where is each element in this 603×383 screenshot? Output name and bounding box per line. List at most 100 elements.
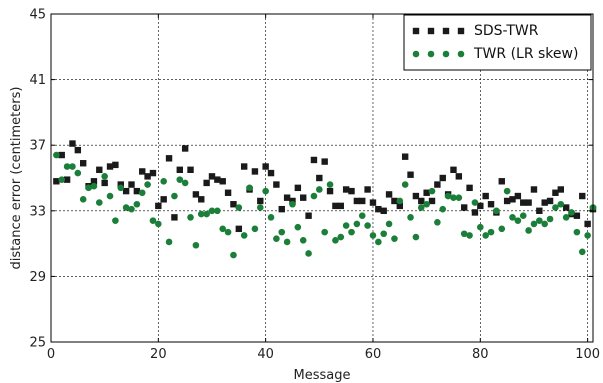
data-point — [96, 166, 103, 173]
data-point — [498, 225, 506, 233]
x-tick-label: 0 — [47, 347, 55, 362]
x-tick-label: 60 — [365, 347, 382, 362]
data-point — [498, 178, 505, 185]
data-point — [417, 204, 425, 211]
data-point — [450, 194, 457, 201]
data-point — [541, 220, 549, 228]
data-point — [74, 169, 82, 177]
data-point — [53, 151, 60, 159]
data-point — [557, 200, 565, 208]
data-point — [294, 184, 302, 192]
data-point — [278, 205, 285, 213]
data-point — [240, 163, 248, 170]
data-point — [450, 166, 457, 173]
data-point — [305, 250, 312, 257]
data-point — [525, 227, 532, 234]
data-point — [283, 194, 291, 201]
data-point — [418, 197, 425, 205]
data-point — [149, 217, 157, 224]
data-point — [149, 169, 157, 177]
series-sds-twr — [53, 140, 597, 233]
data-point — [310, 192, 318, 200]
data-point — [552, 204, 559, 211]
data-point — [520, 199, 527, 206]
data-point — [385, 220, 393, 228]
data-point — [262, 163, 269, 170]
data-point — [477, 223, 484, 231]
data-point — [85, 184, 92, 192]
data-point — [294, 223, 302, 231]
data-point — [364, 222, 371, 229]
data-point — [208, 207, 216, 215]
data-point — [106, 163, 114, 170]
data-point — [112, 217, 119, 224]
legend-marker — [412, 27, 420, 35]
data-point — [407, 214, 414, 221]
data-point — [584, 232, 591, 239]
data-point — [375, 238, 382, 246]
axis-ticks — [50, 13, 593, 343]
data-point — [192, 191, 200, 198]
data-point — [337, 202, 344, 210]
data-point — [133, 200, 141, 208]
data-point — [455, 194, 463, 201]
data-point — [219, 225, 227, 233]
legend-label-sds-twr: SDS-TWR — [474, 23, 539, 39]
data-point — [203, 210, 210, 218]
data-point — [428, 197, 436, 205]
data-point — [541, 199, 548, 206]
x-tick-label: 80 — [472, 347, 489, 362]
data-point — [224, 228, 232, 236]
x-tick-label: 40 — [257, 347, 274, 362]
data-point — [412, 192, 420, 200]
data-point — [460, 230, 468, 238]
data-point — [579, 192, 586, 200]
data-point — [283, 238, 291, 246]
data-point — [79, 196, 87, 203]
data-point — [171, 192, 178, 200]
data-point — [514, 217, 522, 224]
data-point — [74, 146, 82, 154]
data-point — [90, 178, 98, 185]
data-point — [155, 202, 162, 210]
data-point — [578, 248, 586, 256]
data-point — [477, 202, 484, 210]
y-tick-label: 37 — [29, 139, 46, 154]
data-point — [101, 173, 108, 180]
data-point — [493, 207, 500, 215]
data-point — [396, 197, 404, 205]
legend: SDS-TWR TWR (LR skew) — [403, 14, 592, 71]
legend-marker — [457, 27, 465, 35]
grid-lines — [51, 14, 593, 342]
data-point — [326, 187, 334, 195]
data-point — [257, 197, 264, 205]
data-point — [208, 173, 216, 180]
data-point — [562, 214, 570, 221]
data-point — [434, 218, 441, 226]
data-point — [358, 212, 366, 220]
x-tick-labels: 0 20 40 60 80 100 — [47, 347, 600, 362]
data-point — [509, 214, 516, 221]
data-point — [321, 228, 328, 236]
data-point — [139, 168, 146, 175]
data-point — [353, 197, 361, 205]
data-point — [95, 199, 103, 206]
data-point — [466, 184, 473, 192]
data-point — [63, 163, 71, 170]
data-point — [138, 189, 146, 197]
data-point — [401, 153, 409, 160]
x-tick-label: 20 — [150, 347, 167, 362]
data-point — [165, 238, 173, 246]
data-point — [359, 197, 366, 205]
legend-marker — [427, 27, 435, 35]
data-point — [235, 204, 243, 211]
data-point — [155, 220, 162, 228]
legend-marker — [412, 50, 420, 58]
data-point — [198, 196, 205, 203]
data-point — [503, 197, 511, 205]
data-point — [342, 186, 350, 193]
data-point — [546, 197, 554, 205]
data-point — [412, 233, 420, 241]
plot-frame — [50, 13, 594, 343]
data-point — [122, 187, 130, 195]
